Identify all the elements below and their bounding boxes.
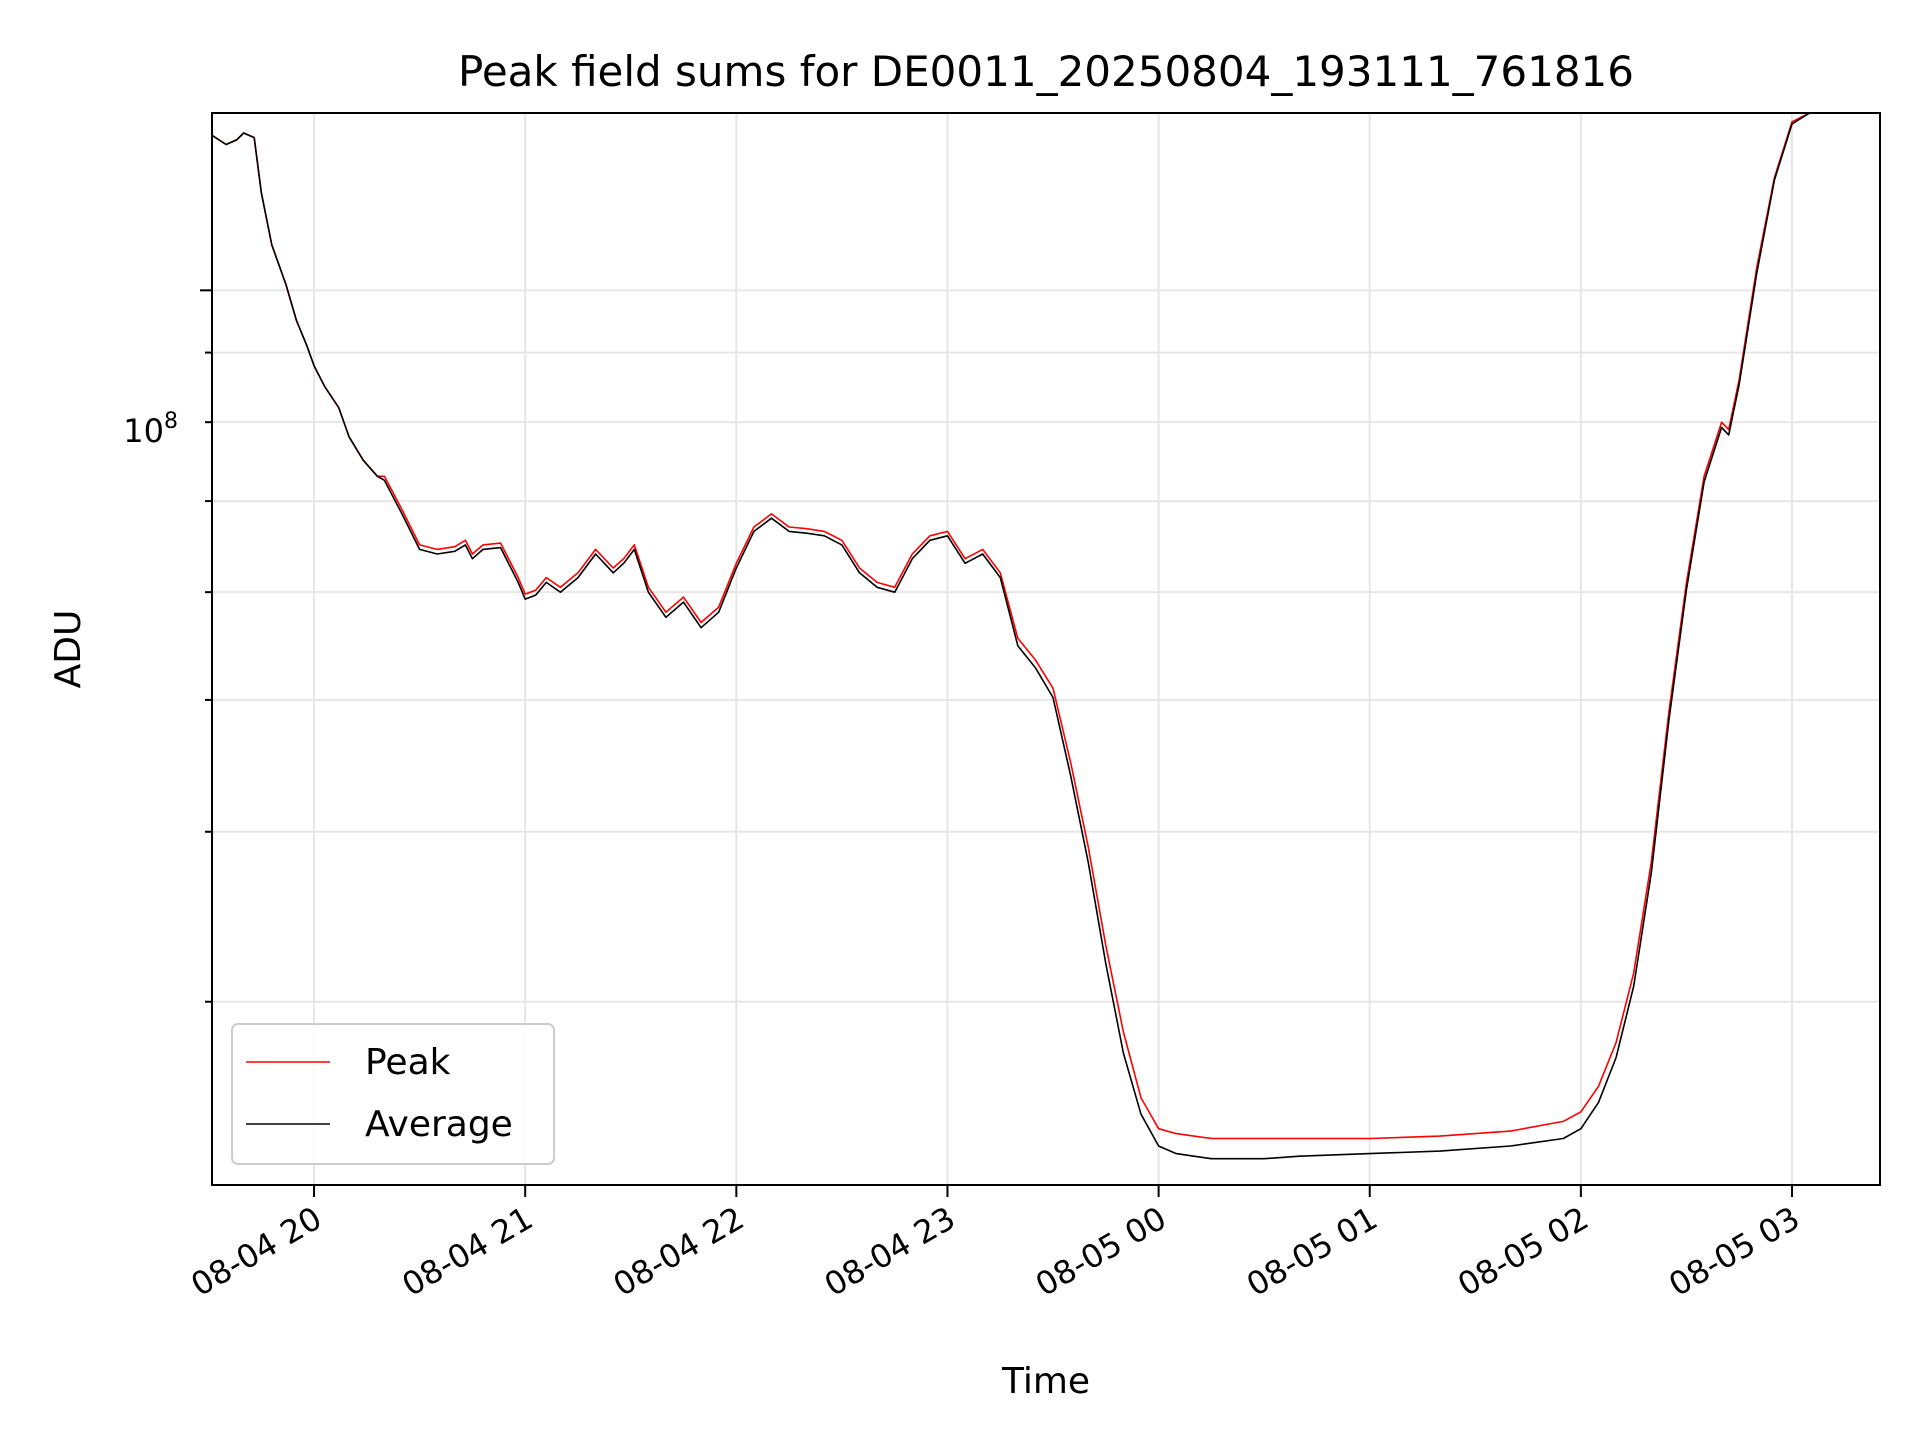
legend: Peak Average <box>231 1023 555 1165</box>
y-tick-label-1e8: 108 <box>123 409 178 450</box>
x-axis-label: Time <box>1001 1361 1090 1402</box>
y-tick-exponent: 8 <box>164 409 178 434</box>
plot-frame <box>211 112 1881 1186</box>
grid <box>212 113 1880 1185</box>
chart-title: Peak field sums for DE0011_20250804_1931… <box>458 47 1634 96</box>
y-axis-label: ADU <box>48 610 89 689</box>
y-tick-base: 10 <box>123 412 164 450</box>
plot-lines <box>211 112 1828 1160</box>
series-line-average <box>211 112 1828 1160</box>
legend-label-peak: Peak <box>365 1042 451 1083</box>
legend-label-average: Average <box>365 1104 513 1145</box>
legend-box <box>231 1023 555 1165</box>
y-axis: 108 <box>123 289 212 1003</box>
